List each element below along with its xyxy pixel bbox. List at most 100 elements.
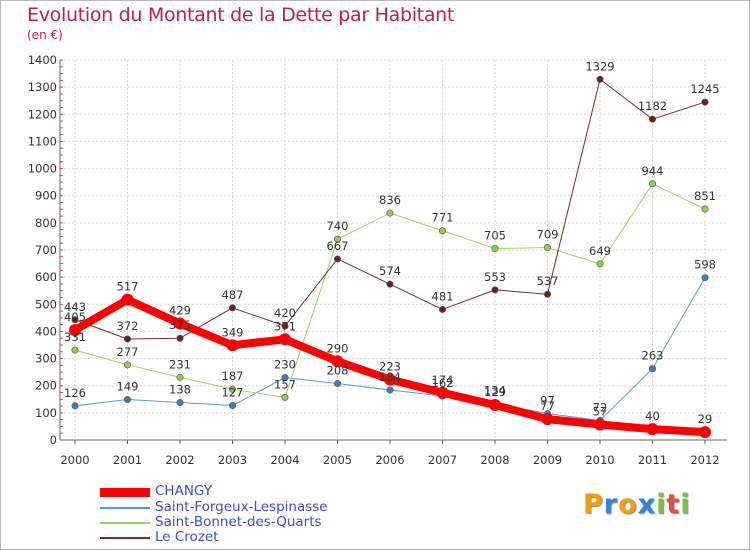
legend-swatch-saint-forgeux bbox=[100, 507, 150, 509]
proxiti-logo: Proxiti bbox=[583, 489, 691, 520]
x-tick-label: 2005 bbox=[323, 453, 352, 467]
data-label: 429 bbox=[169, 304, 191, 318]
data-label: 851 bbox=[694, 189, 716, 203]
data-label: 127 bbox=[222, 386, 244, 400]
x-tick-label: 2000 bbox=[60, 453, 89, 467]
data-point bbox=[386, 209, 394, 217]
data-point bbox=[543, 244, 551, 252]
chart-subtitle: (en €) bbox=[27, 28, 63, 42]
data-label: 290 bbox=[327, 341, 349, 355]
data-label: 771 bbox=[432, 211, 454, 225]
data-label: 649 bbox=[589, 244, 611, 258]
data-point bbox=[71, 346, 79, 354]
y-tick-label: 700 bbox=[35, 243, 57, 257]
data-label: 944 bbox=[642, 164, 664, 178]
data-point bbox=[281, 322, 289, 330]
legend-swatch-changy bbox=[100, 488, 150, 497]
data-point bbox=[596, 260, 604, 268]
data-label: 375 bbox=[169, 318, 191, 332]
logo-letter: r bbox=[603, 489, 619, 520]
data-point bbox=[386, 280, 394, 288]
data-point bbox=[436, 386, 449, 399]
data-label: 138 bbox=[169, 383, 191, 397]
data-label: 372 bbox=[117, 319, 139, 333]
data-point bbox=[176, 334, 184, 342]
data-point bbox=[648, 365, 656, 373]
y-tick-label: 1400 bbox=[28, 53, 57, 67]
data-label: 420 bbox=[274, 306, 296, 320]
data-point bbox=[384, 373, 396, 386]
data-label: 126 bbox=[64, 386, 86, 400]
y-tick-label: 200 bbox=[35, 379, 57, 393]
x-tick-label: 2001 bbox=[113, 453, 142, 467]
legend-label-saint-bonnet: Saint-Bonnet-des-Quarts bbox=[155, 514, 322, 530]
x-tick-label: 2011 bbox=[638, 453, 667, 467]
data-point bbox=[701, 98, 709, 106]
data-label: 97 bbox=[540, 394, 555, 408]
x-tick-label: 2008 bbox=[480, 453, 509, 467]
y-tick-label: 1100 bbox=[28, 134, 57, 148]
y-tick-label: 300 bbox=[35, 352, 57, 366]
data-label: 184 bbox=[379, 370, 401, 384]
data-point bbox=[438, 227, 446, 235]
data-point bbox=[648, 180, 656, 188]
data-point bbox=[701, 274, 709, 282]
data-point bbox=[331, 355, 344, 368]
data-point bbox=[596, 75, 604, 83]
data-label: 129 bbox=[484, 385, 506, 399]
data-label: 277 bbox=[117, 345, 139, 359]
data-label: 331 bbox=[64, 330, 86, 344]
data-label: 157 bbox=[274, 377, 296, 391]
data-label: 481 bbox=[432, 289, 454, 303]
data-label: 174 bbox=[432, 373, 454, 387]
logo-letter: P bbox=[583, 489, 604, 520]
data-point bbox=[646, 423, 659, 436]
data-label: 57 bbox=[593, 405, 608, 419]
data-point bbox=[648, 115, 656, 123]
legend-label-saint-forgeux: Saint-Forgeux-Lespinasse bbox=[155, 499, 328, 515]
legend-label-le-crozet: Le Crozet bbox=[155, 529, 219, 545]
data-label: 487 bbox=[222, 288, 244, 302]
data-label: 349 bbox=[222, 325, 244, 339]
data-point bbox=[489, 398, 501, 411]
data-label: 740 bbox=[327, 219, 349, 233]
data-label: 371 bbox=[274, 319, 296, 333]
y-tick-label: 0 bbox=[50, 433, 57, 447]
logo-letter: x bbox=[637, 489, 657, 520]
data-point bbox=[124, 335, 132, 343]
data-label: 1329 bbox=[585, 59, 614, 73]
data-point bbox=[226, 339, 239, 352]
data-label: 1245 bbox=[690, 82, 719, 96]
data-point bbox=[386, 386, 394, 394]
x-tick-label: 2004 bbox=[270, 453, 299, 467]
data-point bbox=[71, 402, 79, 410]
y-tick-label: 900 bbox=[35, 189, 57, 203]
data-point bbox=[333, 235, 341, 243]
data-label: 230 bbox=[274, 358, 296, 372]
data-label: 72 bbox=[593, 400, 608, 414]
data-point bbox=[491, 245, 499, 253]
data-point bbox=[543, 290, 551, 298]
y-tick-label: 500 bbox=[35, 297, 57, 311]
data-label: 263 bbox=[642, 349, 664, 363]
logo-letter: i bbox=[680, 489, 691, 520]
data-label: 705 bbox=[484, 229, 506, 243]
logo-letter: i bbox=[656, 489, 667, 520]
data-label: 443 bbox=[64, 300, 86, 314]
data-point bbox=[229, 385, 237, 393]
data-label: 29 bbox=[698, 412, 713, 426]
legend-label-changy: CHANGY bbox=[155, 483, 212, 499]
data-point bbox=[699, 426, 711, 439]
legend-swatch-le-crozet bbox=[100, 537, 150, 539]
data-label: 231 bbox=[169, 357, 191, 371]
data-point bbox=[176, 373, 184, 381]
chart-title: Evolution du Montant de la Dette par Hab… bbox=[27, 4, 455, 26]
data-label: 537 bbox=[537, 274, 559, 288]
data-label: 574 bbox=[379, 264, 401, 278]
data-point bbox=[491, 286, 499, 294]
logo-letter: t bbox=[666, 489, 681, 520]
data-point bbox=[279, 333, 291, 346]
data-label: 667 bbox=[327, 239, 349, 253]
x-tick-label: 2002 bbox=[165, 453, 194, 467]
x-tick-label: 2010 bbox=[585, 453, 614, 467]
